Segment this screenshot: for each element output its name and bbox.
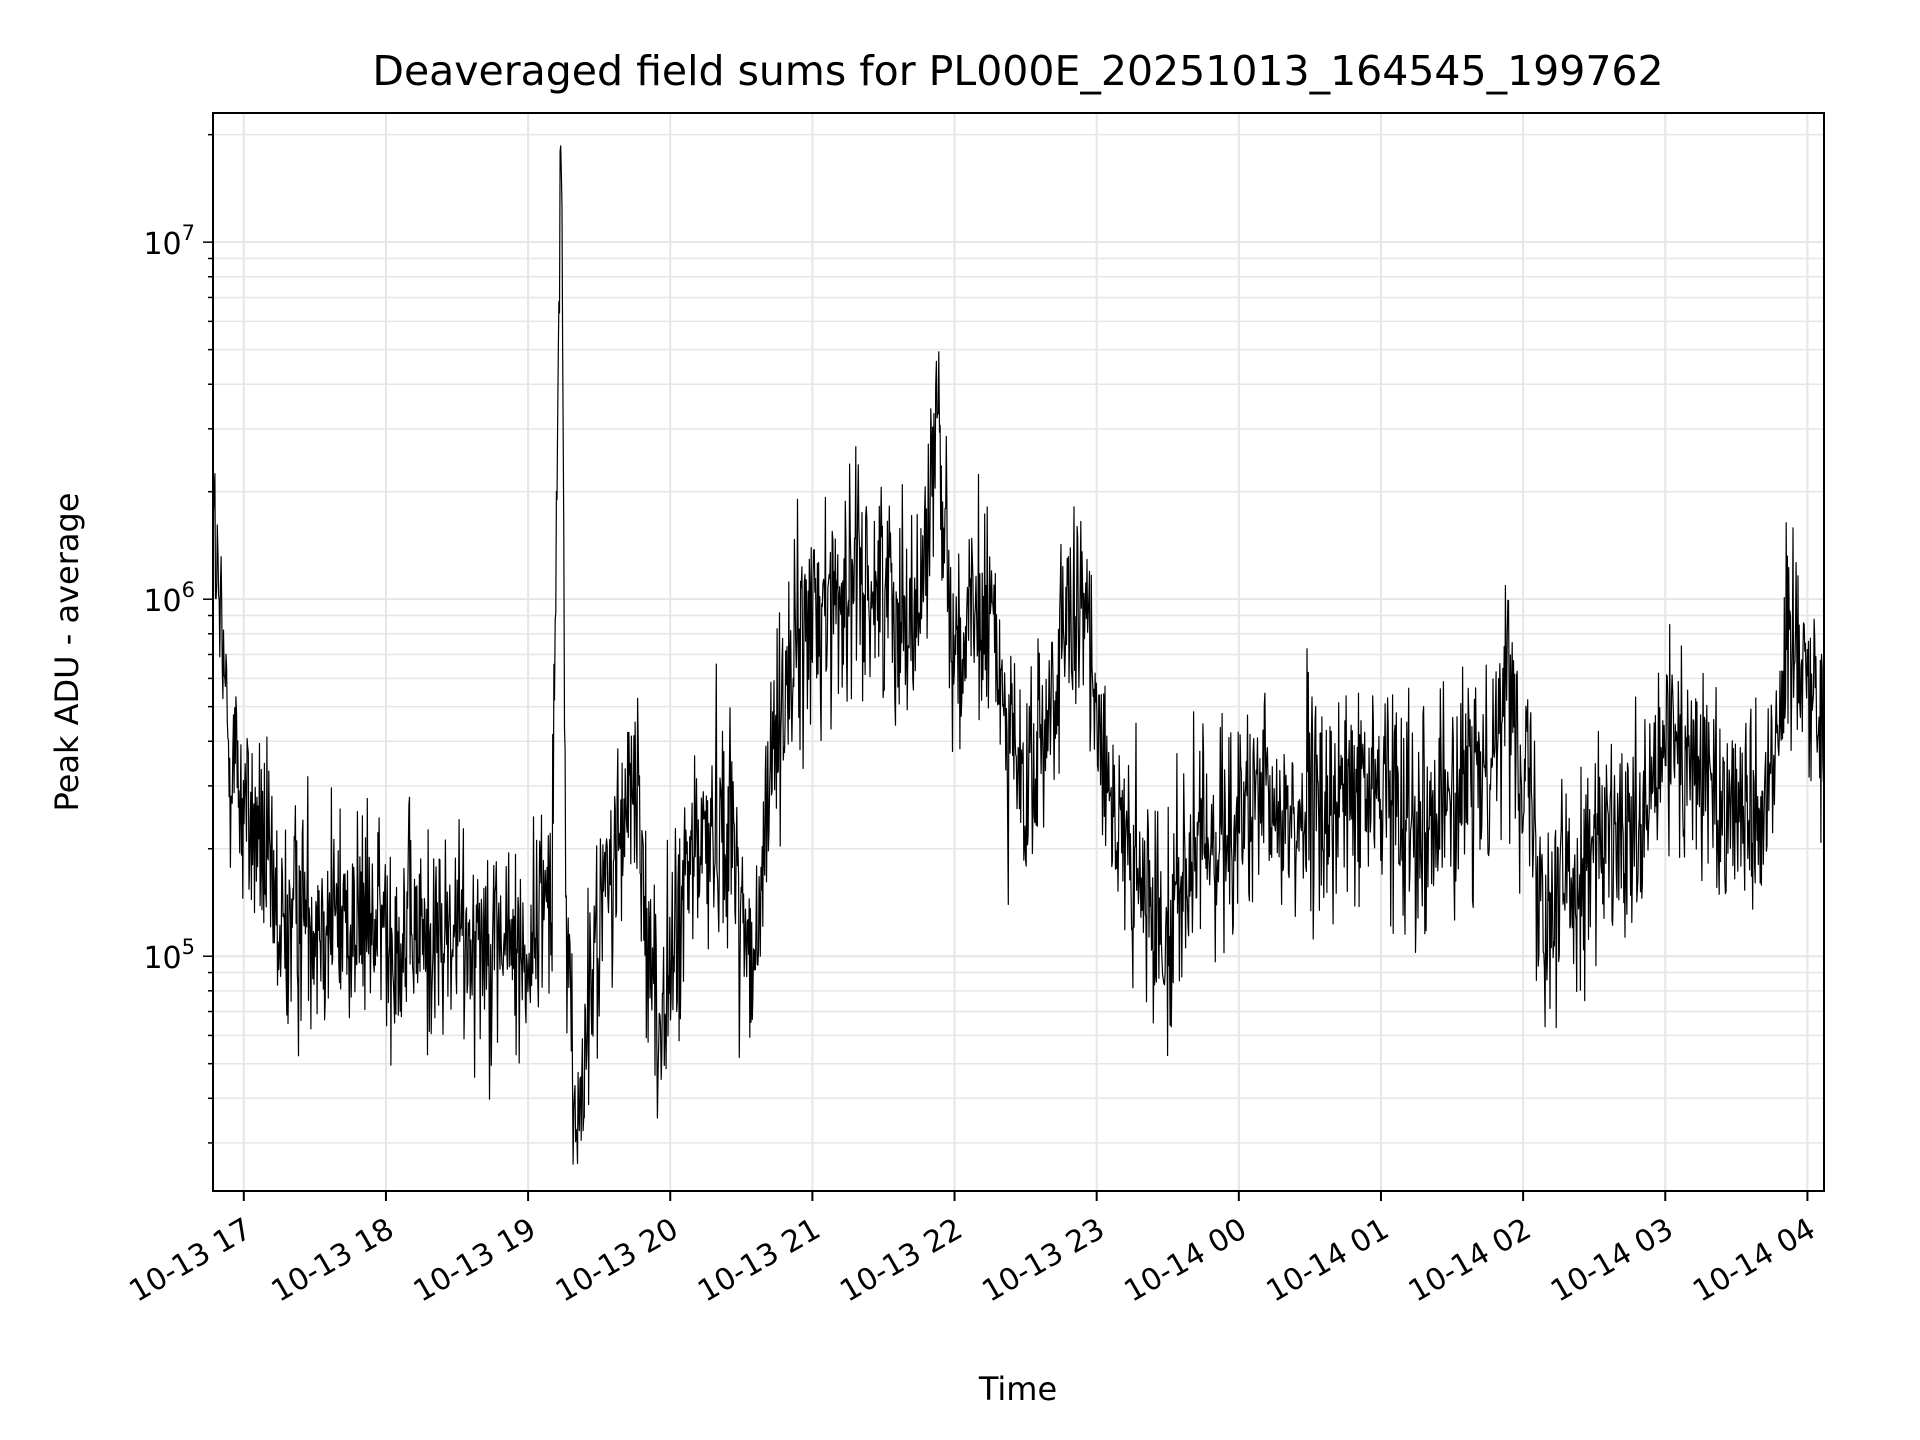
y-axis-label: Peak ADU - average	[48, 493, 86, 812]
y-tick-label: 106	[143, 578, 195, 619]
chart-title: Deaveraged field sums for PL000E_2025101…	[372, 47, 1663, 95]
y-axis: 105 106 107	[143, 133, 213, 1144]
plot-area	[213, 145, 1824, 1165]
grid	[213, 113, 1824, 1191]
data-series-line	[213, 145, 1824, 1165]
y-tick-label: 107	[143, 221, 195, 262]
plot-frame	[212, 112, 1825, 1192]
y-tick-label: 105	[143, 935, 195, 976]
x-axis-label: Time	[978, 1370, 1057, 1408]
